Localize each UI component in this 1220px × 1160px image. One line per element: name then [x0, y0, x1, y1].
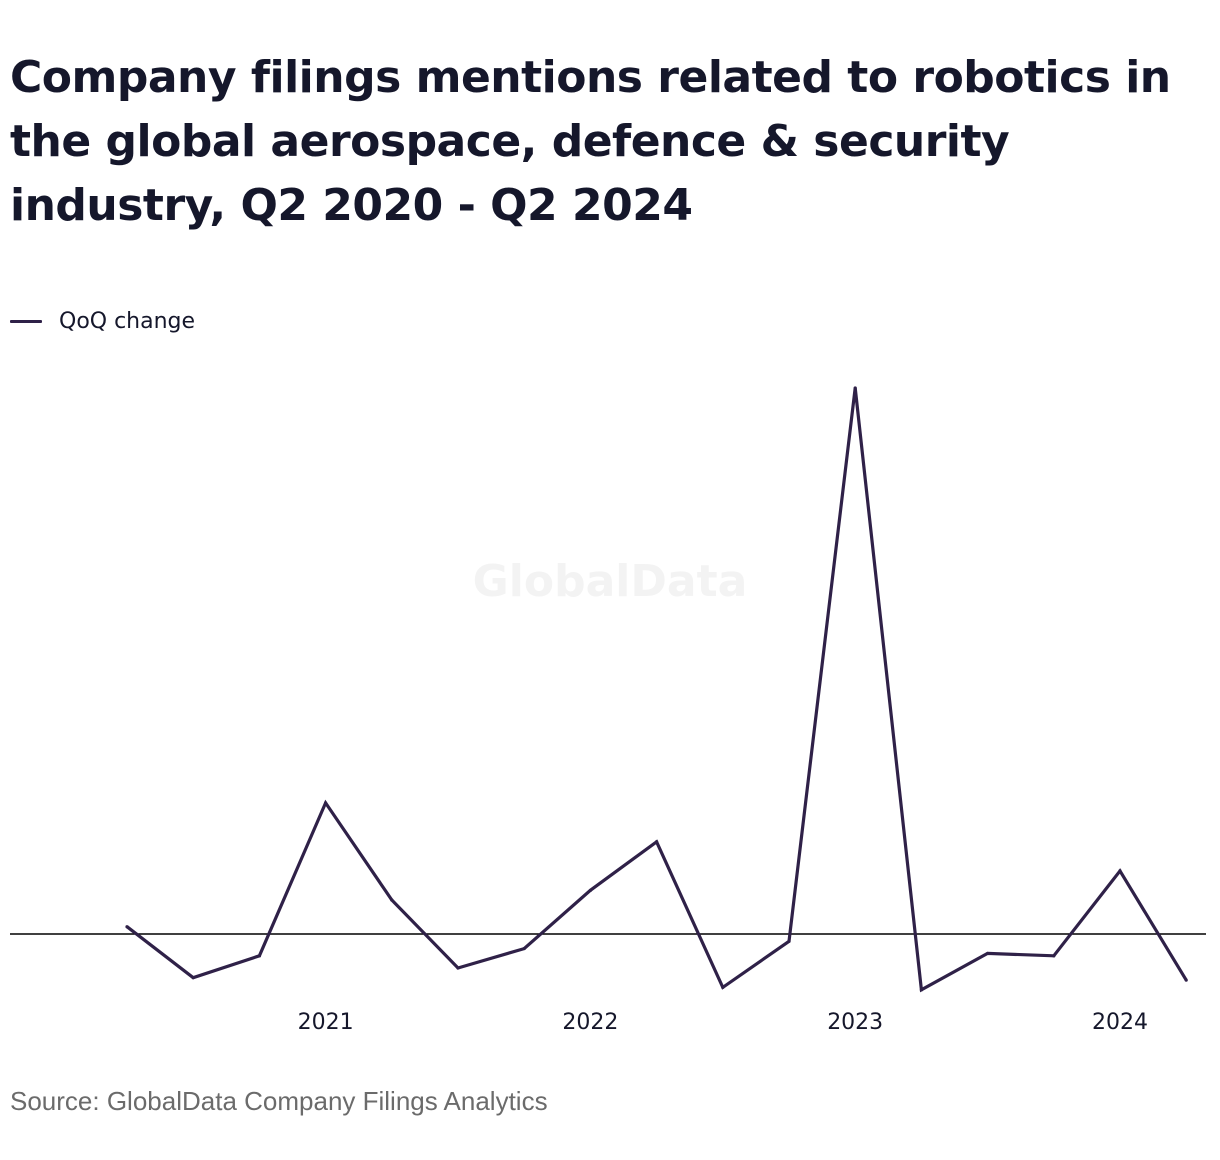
data-point: [257, 954, 261, 958]
data-point: [1052, 954, 1056, 958]
data-point: [1184, 978, 1188, 982]
legend-swatch: [10, 319, 42, 323]
data-point: [787, 939, 791, 943]
x-tick-label: 2022: [562, 1010, 618, 1035]
data-point: [986, 951, 990, 956]
data-point: [191, 976, 195, 980]
x-tick-label: 2024: [1092, 1010, 1148, 1035]
data-point: [919, 988, 924, 992]
data-point: [588, 888, 593, 892]
data-point: [522, 946, 526, 951]
data-point: [456, 966, 460, 970]
data-point: [1118, 869, 1122, 873]
line-chart: GlobalData 2021 2022 2023 2024: [10, 386, 1206, 1035]
legend-label-qoq-change: QoQ change: [59, 308, 196, 334]
chart-title: Company filings mentions related to robo…: [10, 52, 1171, 231]
series-line-qoq-change: [126, 387, 1188, 993]
data-point: [324, 801, 328, 805]
x-tick-label: 2023: [827, 1010, 883, 1035]
legend: QoQ change: [10, 306, 195, 336]
watermark-text: GlobalData: [473, 556, 748, 607]
data-point: [721, 985, 725, 989]
data-point: [390, 898, 394, 902]
data-point: [655, 840, 659, 844]
data-point: [853, 386, 857, 390]
data-point: [125, 925, 129, 929]
x-tick-label: 2021: [298, 1010, 354, 1035]
source-note: Source: GlobalData Company Filings Analy…: [10, 1086, 548, 1116]
